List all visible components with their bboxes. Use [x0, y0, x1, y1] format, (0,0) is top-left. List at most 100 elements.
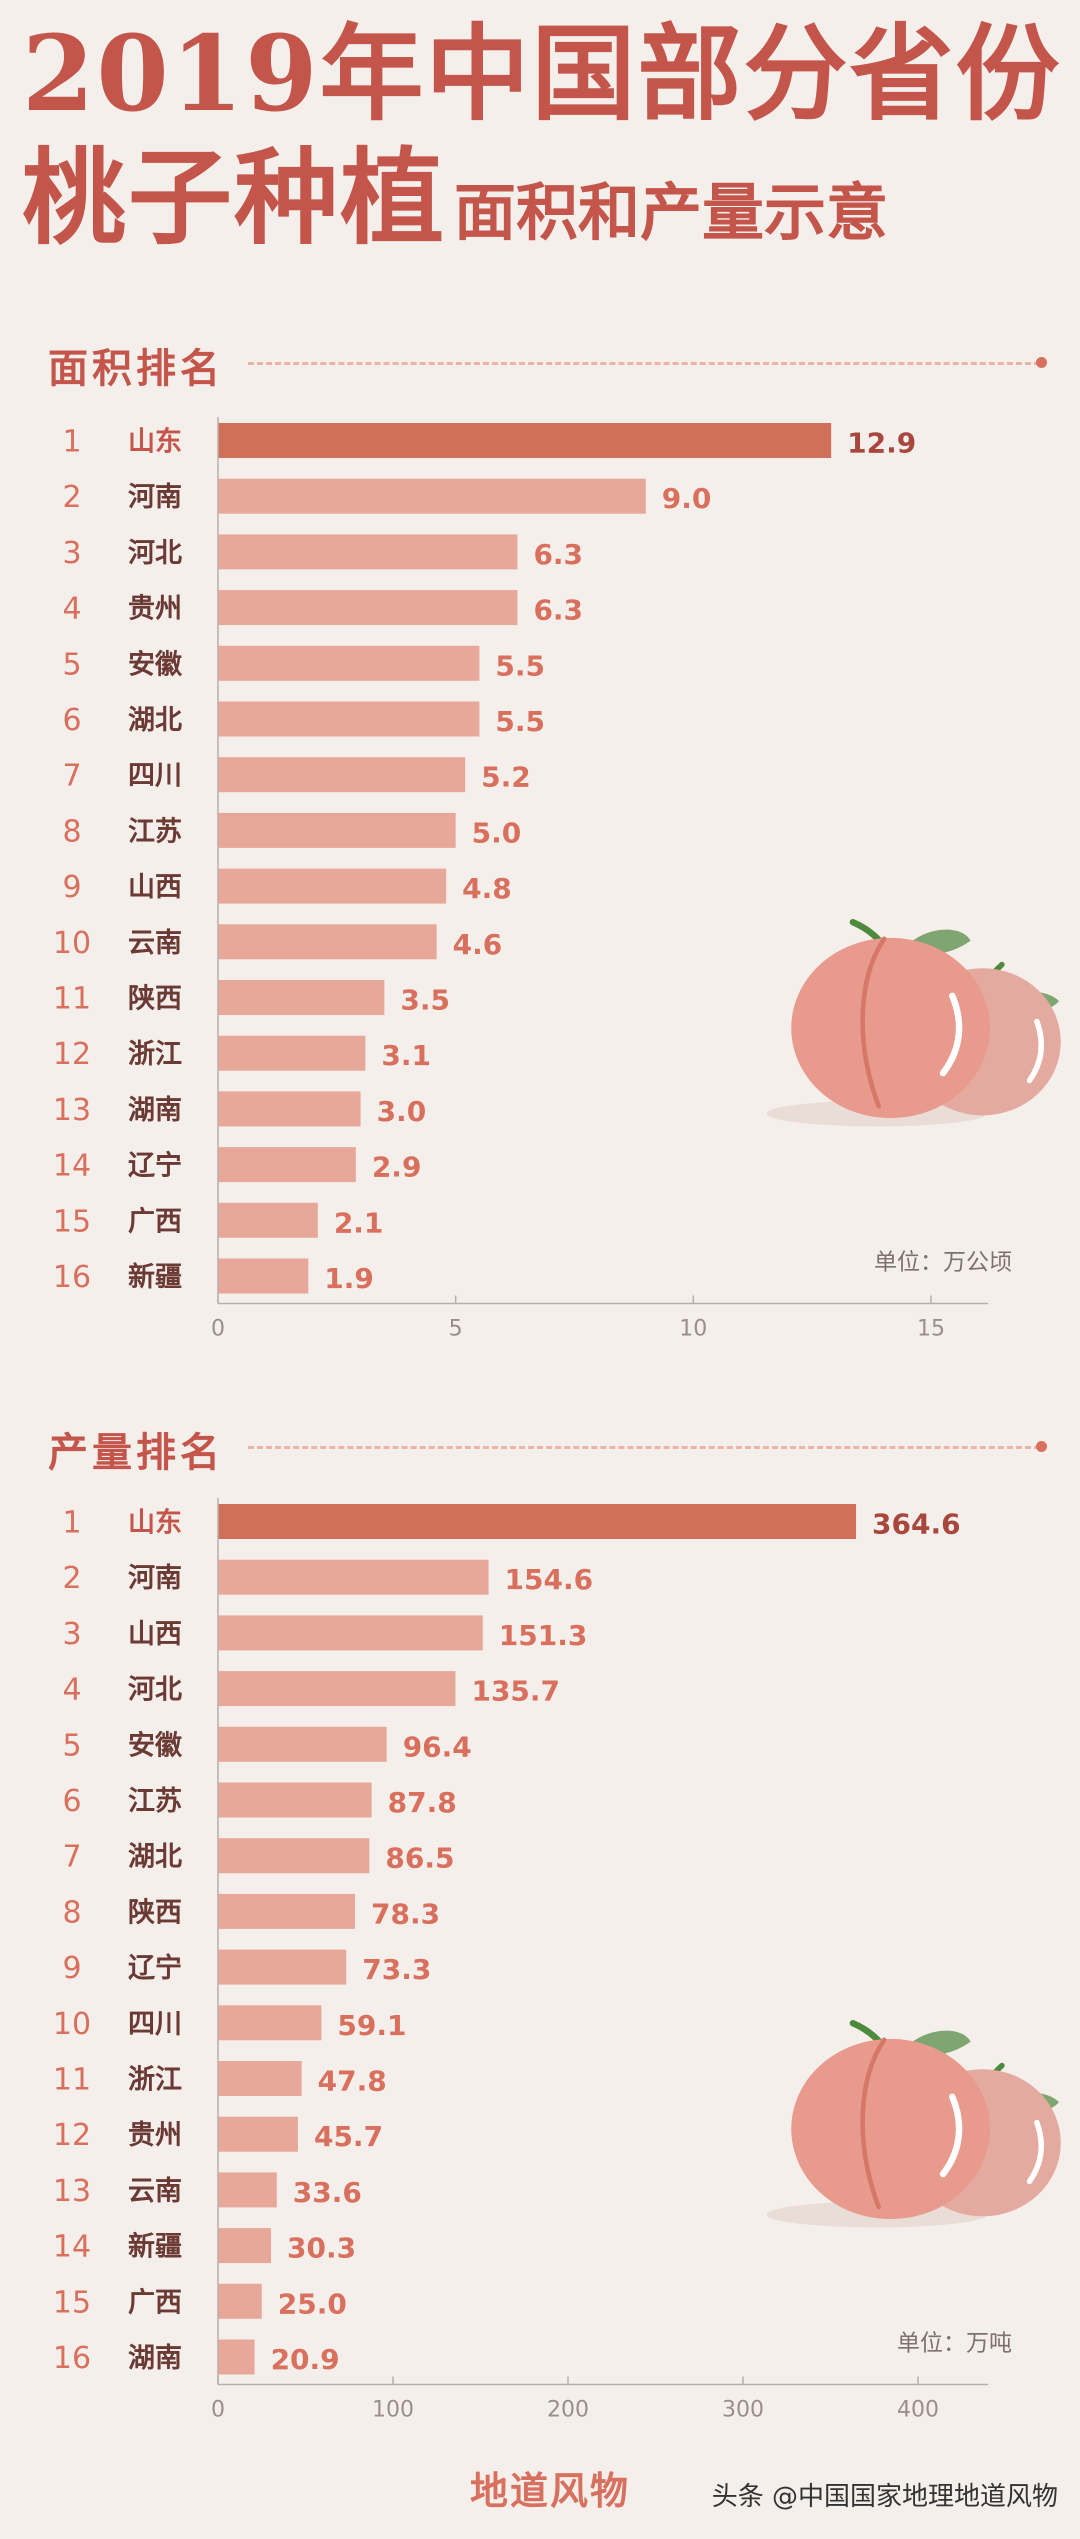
category-label: 陕西: [128, 984, 182, 1015]
value-label: 86.5: [385, 1842, 454, 1875]
title-sub: 面积和产量示意: [454, 176, 889, 249]
output-section-title: 产量排名: [48, 1430, 224, 1476]
rank-label: 1: [62, 425, 81, 460]
bar: [218, 423, 832, 458]
rank-label: 15: [53, 1204, 91, 1239]
category-label: 河南: [128, 482, 182, 513]
value-label: 5.0: [472, 816, 522, 849]
value-label: 45.7: [314, 2120, 383, 2153]
bar: [218, 1726, 387, 1762]
title-main: 桃子种植: [22, 136, 447, 259]
value-label: 25.0: [278, 2287, 347, 2320]
rank-label: 6: [62, 703, 81, 738]
output-section-dot: [1036, 1441, 1047, 1452]
bar: [218, 2061, 302, 2096]
rank-label: 5: [62, 647, 81, 682]
bar: [218, 1559, 489, 1595]
value-label: 5.2: [481, 761, 531, 794]
category-label: 河北: [128, 1675, 182, 1706]
area-section-divider: [248, 362, 1040, 365]
bar: [218, 701, 480, 737]
category-label: 贵州: [128, 2120, 182, 2151]
category-label: 江苏: [128, 1786, 182, 1817]
value-label: 33.6: [293, 2176, 362, 2209]
rank-label: 9: [62, 870, 81, 905]
rank-label: 4: [62, 592, 81, 627]
value-label: 30.3: [287, 2232, 356, 2265]
value-label: 59.1: [337, 2009, 406, 2042]
value-label: 2.9: [372, 1151, 422, 1184]
category-label: 山东: [128, 1507, 182, 1539]
category-label: 江苏: [128, 816, 182, 847]
value-label: 151.3: [499, 1619, 588, 1652]
rank-label: 4: [62, 1673, 81, 1708]
category-label: 湖北: [128, 1842, 182, 1873]
rank-label: 14: [53, 2230, 91, 2265]
rank-label: 2: [62, 1561, 81, 1596]
bar: [218, 812, 456, 848]
bar: [218, 478, 646, 514]
category-label: 河南: [128, 1563, 182, 1594]
area-ranking-chart: 1 山东 12.9 2 河南 9.0 3 河北 6.3 4 贵州 6.3 5 安徽 5.5 6 湖北 5.5 7 四川…: [0, 405, 1080, 1365]
category-label: 辽宁: [128, 1150, 182, 1182]
rank-label: 3: [62, 1617, 81, 1652]
category-label: 河北: [128, 538, 182, 569]
value-label: 12.9: [847, 427, 916, 460]
value-label: 3.5: [400, 984, 450, 1017]
value-label: 1.9: [324, 1262, 374, 1295]
output-peach-illustration: [766, 2019, 1061, 2228]
category-label: 陕西: [128, 1897, 182, 1928]
bar: [218, 2283, 262, 2319]
rank-label: 13: [53, 2174, 91, 2209]
bar: [218, 2005, 322, 2041]
category-label: 湖南: [128, 1095, 182, 1126]
rank-label: 7: [62, 759, 81, 794]
x-tick-label: 400: [897, 2398, 939, 2423]
bar: [218, 1258, 309, 1294]
category-label: 广西: [128, 1206, 182, 1237]
rank-label: 11: [53, 982, 91, 1017]
rank-label: 8: [62, 1895, 81, 1930]
value-label: 364.6: [872, 1508, 961, 1541]
rank-label: 3: [62, 536, 81, 571]
rank-label: 8: [62, 814, 81, 849]
value-label: 87.8: [388, 1786, 457, 1819]
category-label: 安徽: [128, 1730, 183, 1761]
value-label: 20.9: [271, 2343, 340, 2376]
category-label: 云南: [128, 928, 182, 959]
bar: [218, 980, 385, 1015]
bar: [218, 2116, 298, 2152]
value-label: 5.5: [495, 705, 545, 738]
x-tick-label: 15: [917, 1317, 945, 1342]
bar: [218, 645, 480, 681]
x-tick-label: 100: [372, 2398, 414, 2423]
brand-logo-text: 地道风物: [470, 2468, 631, 2513]
category-label: 浙江: [128, 1039, 182, 1070]
x-tick-label: 0: [211, 2398, 225, 2423]
category-label: 四川: [128, 761, 182, 792]
x-tick-label: 200: [547, 2398, 589, 2423]
value-label: 78.3: [371, 1897, 440, 1930]
bar: [218, 2339, 255, 2375]
category-label: 云南: [128, 2176, 182, 2207]
value-label: 135.7: [471, 1675, 560, 1708]
chart-svg: 1 山东 364.6 2 河南 154.6 3 山西 151.3 4 河北 135.7 5 安徽 96.4 6…: [53, 1498, 1061, 2423]
x-tick-label: 5: [449, 1317, 463, 1342]
title-line-1: 2019年中国部分省份: [22, 12, 1062, 135]
rank-label: 10: [53, 2007, 91, 2042]
category-label: 浙江: [128, 2065, 182, 2096]
rank-label: 11: [53, 2063, 91, 2098]
rank-label: 7: [62, 1840, 81, 1875]
x-tick-label: 0: [211, 1317, 225, 1342]
rank-label: 5: [62, 1728, 81, 1763]
rank-label: 13: [53, 1093, 91, 1128]
bar: [218, 2172, 277, 2208]
value-label: 6.3: [533, 538, 583, 571]
category-label: 四川: [128, 2009, 182, 2040]
bar: [218, 1147, 356, 1183]
bar: [218, 1615, 483, 1651]
value-label: 3.1: [381, 1039, 431, 1072]
bar: [218, 1838, 370, 1874]
value-label: 96.4: [403, 1730, 472, 1763]
value-label: 5.5: [495, 649, 545, 682]
